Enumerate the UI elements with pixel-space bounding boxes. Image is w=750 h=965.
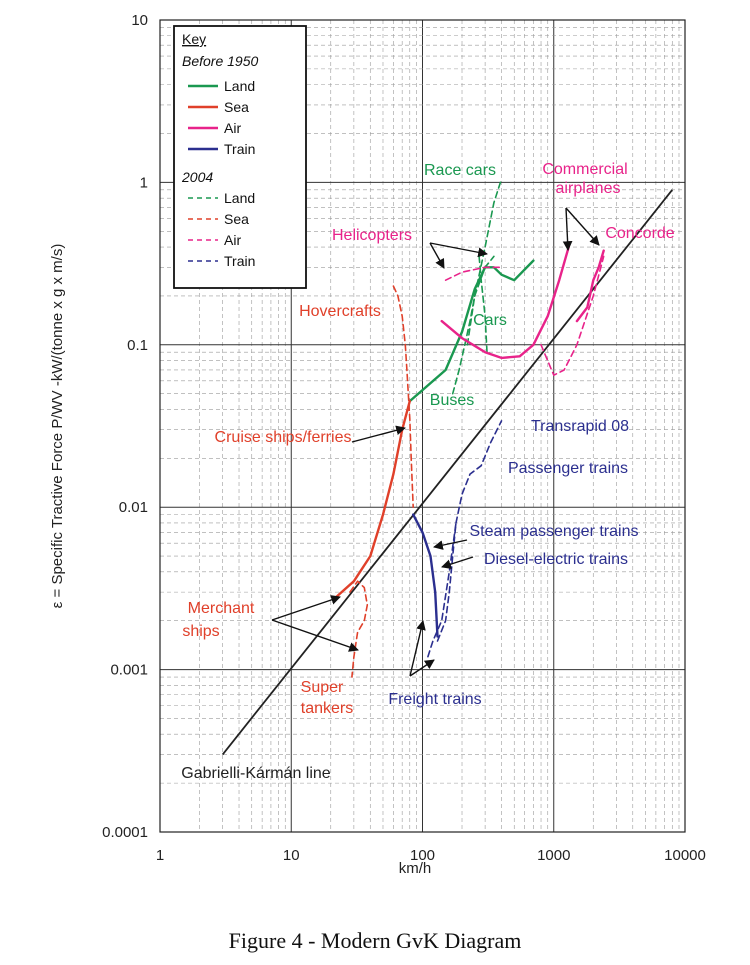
x-tick-label: 1000	[537, 847, 570, 864]
annotation-arrow	[409, 659, 435, 677]
annotation-freight-trains: Freight trains	[388, 691, 481, 708]
annotation-ships: ships	[182, 623, 219, 640]
figure-caption: Figure 4 - Modern GvK Diagram	[228, 928, 522, 953]
legend-label-land-1950: Land	[224, 78, 255, 94]
legend-label-sea-1950: Sea	[224, 99, 249, 115]
series-land-1950-0	[408, 259, 535, 403]
x-axis-label: km/h	[399, 860, 432, 877]
x-tick-label: 1	[156, 847, 164, 864]
annotation-super: Super	[301, 679, 344, 696]
annotation-arrow	[565, 207, 600, 246]
y-tick-label: 0.001	[110, 662, 148, 679]
annotation-labels: Race cars Cars Buses Hovercrafts Cruise ship…	[181, 161, 674, 782]
x-tick-label: 10	[283, 847, 300, 864]
reference-line	[221, 189, 673, 756]
series-air-2004-9	[444, 266, 503, 281]
legend: Key Before 1950 Land Sea Air Train 2004 …	[173, 25, 307, 289]
gabrielli-karman-line	[221, 189, 673, 756]
annotation-merchant: Merchant	[188, 600, 255, 617]
legend-group-2004: 2004	[181, 169, 213, 185]
annotation-arrow	[409, 620, 426, 677]
annotation-arrow	[562, 207, 573, 251]
legend-label-land-2004: Land	[224, 190, 255, 206]
series-sea-2004-5	[392, 285, 414, 508]
annotation-arrow	[271, 619, 359, 652]
legend-group-before-1950: Before 1950	[182, 53, 258, 69]
annotation-cruise-ships-ferries: Cruise ships/ferries	[215, 429, 352, 446]
legend-title: Key	[182, 31, 206, 47]
plot-frame	[159, 19, 686, 833]
y-tick-label: 1	[140, 174, 148, 191]
legend-label-sea-2004: Sea	[224, 211, 249, 227]
annotation-arrow	[441, 556, 474, 569]
gvk-chart: 1 10 100 1000 10000 10 1 0.1 0.01 0.001 0.0001 Rac…	[49, 12, 706, 877]
legend-label-air-2004: Air	[224, 232, 241, 248]
annotation-passenger-trains: Passenger trains	[508, 460, 628, 477]
annotation-cars: Cars	[473, 312, 507, 329]
series-sea-2004-6	[349, 580, 369, 678]
annotation-diesel-electric-trains: Diesel-electric trains	[484, 551, 628, 568]
annotation-airplanes: airplanes	[556, 180, 621, 197]
series-air-2004-10	[540, 255, 605, 376]
y-tick-label: 0.01	[119, 499, 148, 516]
series-train-1950-11	[412, 513, 439, 638]
annotation-arrow	[351, 425, 406, 443]
x-tick-label: 10000	[664, 847, 706, 864]
annotation-helicopters: Helicopters	[332, 227, 412, 244]
x-tick-label: 100	[410, 847, 435, 864]
annotation-arrows	[271, 207, 600, 677]
axis-ticks: 1 10 100 1000 10000 10 1 0.1 0.01 0.001 0.0001	[102, 12, 706, 864]
annotation-hovercrafts: Hovercrafts	[299, 303, 381, 320]
annotation-buses: Buses	[430, 392, 474, 409]
y-axis-label: ε = Specific Tractive Force P/WV -kW/(to…	[49, 244, 66, 609]
annotation-steam-passenger-trains: Steam passenger trains	[470, 523, 639, 540]
annotation-arrow	[271, 595, 341, 621]
legend-box	[173, 25, 307, 289]
series-land-2004-3	[478, 255, 488, 353]
y-tick-label: 10	[131, 12, 148, 29]
annotation-race-cars: Race cars	[424, 162, 496, 179]
annotation-arrow	[429, 242, 488, 258]
annotation-arrow	[429, 242, 445, 269]
series-train-2004-12	[436, 420, 503, 642]
series-air-1950-8	[575, 249, 605, 323]
annotation-gabrielli-k-rm-n-line: Gabrielli-Kármán line	[181, 765, 330, 782]
y-tick-label: 0.1	[127, 337, 148, 354]
annotation-tankers: tankers	[301, 700, 353, 717]
series-train-2004-13	[427, 522, 457, 658]
annotation-concorde: Concorde	[605, 225, 674, 242]
annotation-transrapid-08: Transrapid 08	[531, 418, 629, 435]
legend-label-train-1950: Train	[224, 141, 255, 157]
legend-label-air-1950: Air	[224, 120, 241, 136]
series-air-1950-7	[440, 245, 570, 360]
legend-label-train-2004: Train	[224, 253, 255, 269]
annotation-arrow	[433, 539, 468, 550]
annotation-commercial: Commercial	[542, 161, 627, 178]
y-tick-label: 0.0001	[102, 824, 148, 841]
